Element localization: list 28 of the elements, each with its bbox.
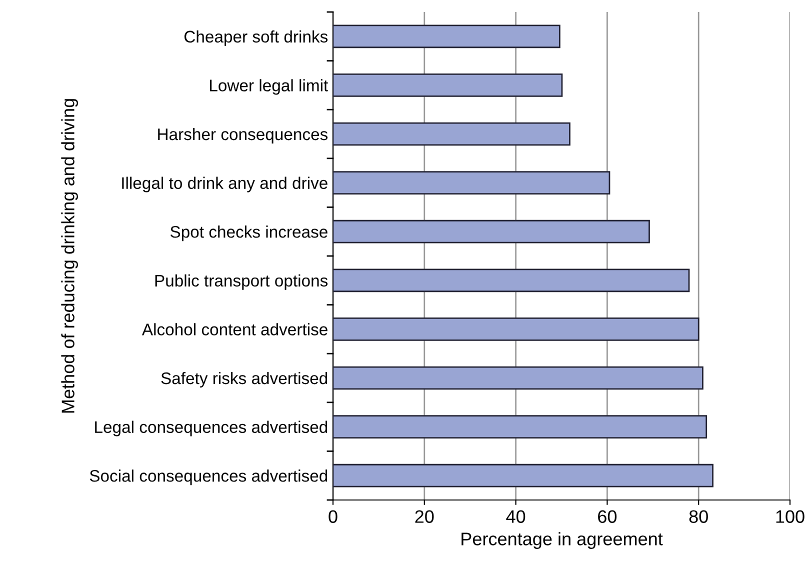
x-tick-label: 60 [598,510,617,523]
x-tick-label: 20 [415,510,434,523]
bar [333,74,563,97]
bar [333,464,714,488]
bar [333,122,570,146]
x-tick-label: 0 [328,510,338,523]
bar [333,268,690,292]
x-tick-label: 100 [776,510,804,523]
y-tick-label: Lower legal limit [210,79,328,95]
y-tick-label: Illegal to drink any and drive [122,176,328,192]
y-tick-label: Alcohol content advertise [142,323,328,336]
bar [333,415,708,438]
bar [333,318,700,341]
y-tick-label: Spot checks increase [170,226,328,242]
x-tick-label: 40 [506,510,526,523]
y-axis-title: Method of reducing drinking and driving [61,99,78,413]
y-tick-label: Harsher consequences [158,128,328,144]
y-tick-label: Safety risks advertised [161,372,328,388]
bar [333,24,560,48]
y-tick-label: Social consequences advertised [90,470,328,486]
y-tick-label: Legal consequences advertised [95,420,328,436]
bar [333,220,650,244]
bar [333,366,704,390]
x-tick-label: 80 [689,510,708,523]
y-tick-label: Cheaper soft drinks [184,30,328,46]
bar [333,171,610,194]
y-tick-label: Public transport options [155,274,328,290]
x-axis-title: Percentage in agreement [462,532,663,549]
